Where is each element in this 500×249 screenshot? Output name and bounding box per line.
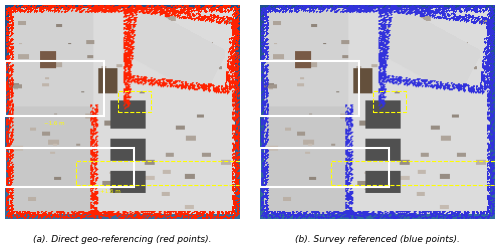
Bar [260, 61, 358, 116]
Bar [260, 148, 389, 187]
Bar [5, 148, 134, 187]
Bar [5, 61, 103, 116]
Bar [76, 161, 240, 185]
Bar [373, 91, 406, 112]
Text: (a). Direct geo-referencing (red points).: (a). Direct geo-referencing (red points)… [33, 235, 212, 244]
Bar [118, 91, 150, 112]
Text: (b). Survey referenced (blue points).: (b). Survey referenced (blue points). [295, 235, 460, 244]
Text: ~1.6 m: ~1.6 m [44, 121, 64, 126]
Text: +1.6 m: +1.6 m [100, 189, 121, 194]
Bar [330, 161, 495, 185]
